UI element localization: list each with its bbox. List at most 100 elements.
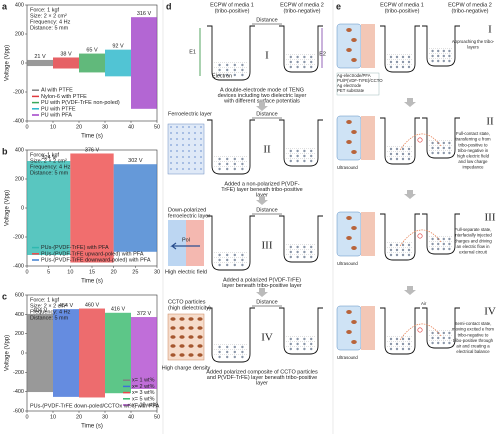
electron — [218, 345, 221, 349]
electron — [431, 341, 434, 345]
y-tick-label: -400 — [13, 389, 24, 395]
electron — [401, 248, 405, 252]
electron — [303, 347, 306, 351]
stage-caption: Approaching the tribo- — [452, 39, 495, 44]
stage-caption: A double-electrode mode of TENG — [220, 87, 304, 93]
ccto-particle — [170, 353, 176, 357]
dipole — [194, 126, 196, 128]
diagram-label: ferroelectric layer — [168, 213, 210, 219]
legend-label: x= 3 wt% — [132, 390, 155, 396]
value-label: 454 V — [59, 303, 74, 309]
electron — [401, 65, 405, 69]
electron — [395, 152, 399, 156]
electron — [395, 157, 399, 161]
x-axis-label: Time (s) — [81, 279, 103, 285]
stage-numeral: II — [486, 116, 494, 128]
ccto-particle — [188, 344, 194, 348]
condition: Frequency: 4 Hz — [30, 309, 71, 315]
electron — [395, 243, 399, 247]
composite-layer — [361, 116, 375, 160]
electron — [395, 342, 399, 346]
electron — [233, 258, 236, 262]
stage-caption: charges and driving — [454, 238, 492, 243]
panel-label: b — [2, 146, 8, 156]
electron — [407, 60, 411, 64]
stage-caption: layer — [256, 381, 268, 387]
stage-caption: air and creating a — [456, 344, 490, 349]
diagram-label: Ultrasound — [337, 165, 358, 170]
ccto-particle — [197, 344, 203, 348]
ccto-particle — [197, 353, 203, 357]
electron — [401, 342, 405, 346]
electron — [407, 147, 411, 151]
electron — [389, 243, 393, 247]
diagram-label: E2 — [319, 51, 326, 57]
dipole — [200, 144, 202, 146]
stage-numeral: I — [488, 24, 492, 36]
electron — [303, 65, 306, 69]
electron — [296, 55, 299, 59]
y-tick-label: 200 — [15, 331, 24, 337]
y-tick-label: 0 — [21, 205, 24, 211]
electron — [218, 167, 221, 171]
electron — [226, 253, 229, 257]
x-tick-label: 30 — [154, 269, 160, 275]
electron — [218, 258, 221, 262]
electron — [233, 350, 236, 354]
stage-caption: tribo-negative to — [458, 332, 489, 337]
electron — [296, 245, 299, 249]
electron — [442, 247, 445, 251]
signal-band — [27, 161, 71, 255]
electron — [289, 245, 292, 249]
electron — [401, 60, 405, 64]
x-tick-label: 0 — [25, 269, 28, 275]
ccto-particle — [346, 216, 352, 220]
electron — [437, 151, 440, 155]
stage-numeral: II — [263, 144, 271, 156]
dipole — [176, 162, 178, 164]
electron — [448, 247, 451, 251]
stage-arrow — [256, 196, 268, 205]
dipole — [176, 138, 178, 140]
energy-well — [279, 307, 323, 355]
diagram-label: PET substrate — [337, 88, 365, 93]
ccto-particle — [179, 335, 185, 339]
electron — [389, 347, 393, 351]
electron — [389, 157, 393, 161]
dipole — [188, 144, 190, 146]
stage-caption: and P(VDF-TrFE) layer beneath tribo-posi… — [207, 375, 317, 381]
dipole — [170, 132, 172, 134]
dipole — [176, 126, 178, 128]
electron — [303, 250, 306, 254]
electron — [241, 167, 244, 171]
electron — [448, 331, 451, 335]
electron — [407, 342, 411, 346]
condition: Distance: 5 mm — [30, 25, 69, 31]
value-label: 302 V — [128, 158, 143, 164]
value-label: 316 V — [137, 11, 152, 17]
dipole — [182, 144, 184, 146]
electron — [218, 162, 221, 166]
energy-well — [422, 307, 460, 349]
stage-numeral: III — [485, 212, 496, 224]
electron — [431, 336, 434, 340]
legend-label: x= 2 wt% — [132, 384, 155, 390]
panel-label: e — [336, 1, 341, 11]
electron — [226, 73, 229, 77]
stage-caption: high electric field — [457, 154, 490, 159]
polarized-layer — [186, 220, 204, 266]
electron — [389, 55, 393, 59]
composite-layer — [361, 24, 375, 68]
electron — [241, 63, 244, 67]
media-name: ECPW of media 1 — [210, 2, 254, 8]
ccto-particle — [197, 317, 203, 321]
x-tick-label: 50 — [154, 414, 160, 420]
energy-well — [380, 117, 420, 165]
electron — [442, 146, 445, 150]
diagram-label: CCTO particles — [168, 299, 206, 305]
x-tick-label: 20 — [76, 124, 82, 130]
value-label: 416 V — [111, 307, 126, 313]
ccto-particle — [351, 320, 357, 324]
electron — [442, 54, 445, 58]
dipole — [182, 162, 184, 164]
